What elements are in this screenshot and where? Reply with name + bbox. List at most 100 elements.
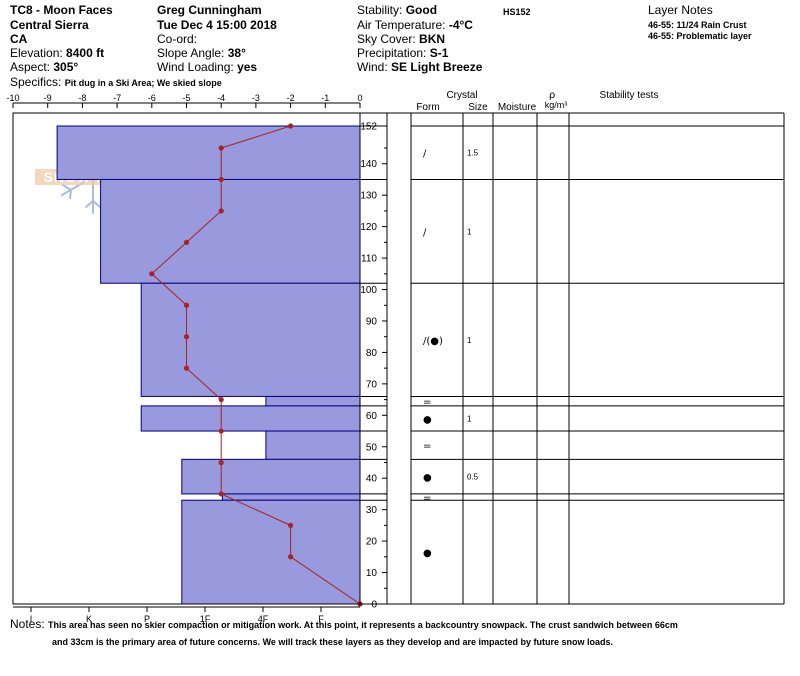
state-name: CA [10,32,28,46]
temperature-tick-label: -2 [287,93,295,103]
hardness-tick-label: P [144,614,150,624]
hardness-tick-label: 1F [200,614,211,624]
wind-loading-row: Wind Loading: yes [157,60,257,74]
hardness-layer-bar [181,458,361,495]
crystal-form-symbol: ● [423,548,432,559]
precip-label: Precipitation: [357,46,427,60]
layer-note-1: 46-55: 11/24 Rain Crust [648,20,747,30]
height-tick-label: 20 [366,537,378,548]
notes-line-2: and 33cm is the primary area of future c… [52,637,614,647]
crystal-size-value: 1 [467,336,472,345]
height-tick-label: 140 [360,159,377,170]
elevation-label: Elevation: [10,46,63,60]
stability-tests-header: Stability tests [600,90,659,101]
height-tick-label: 50 [366,442,378,453]
elevation-row: Elevation: 8400 ft [10,46,104,60]
air-temp-label: Air Temperature: [357,18,446,32]
height-tick-label: 110 [361,254,377,265]
coord-label: Co-ord: [157,32,198,46]
specifics-label: Specifics: [10,75,62,89]
hardness-layer-bar [265,395,361,407]
air-temp-value: -4°C [448,18,473,32]
temperature-line [151,125,361,605]
temperature-point [183,334,190,340]
hardness-tick-label: I [30,614,33,624]
crystal-size-value: 1 [467,414,472,423]
crystal-form-symbol: ● [423,473,432,484]
specifics-value: Pit dug in a Ski Area; We skied slope [64,78,222,88]
sky-row: Sky Cover: BKN [357,32,445,46]
height-tick-label: 0 [371,600,377,611]
temperature-point [183,302,190,308]
pit-title: TC8 - Moon Faces [10,3,113,17]
temperature-point [288,522,294,528]
stability-label: Stability: [357,3,403,17]
wind-loading-label: Wind Loading: [157,60,234,74]
temperature-tick-label: 0 [357,93,362,103]
wind-row: Wind: SE Light Breeze [357,60,482,74]
layer-note-2: 46-55: Problematic layer [648,31,752,41]
temperature-tick-label: -7 [113,93,121,103]
temperature-tick-label: -4 [217,93,225,103]
height-tick-label: 80 [366,348,378,359]
layer-notes-title: Layer Notes [648,3,713,17]
observer-name: Greg Cunningham [157,3,262,17]
sky-label: Sky Cover: [357,32,416,46]
aspect-value: 305° [53,60,79,74]
notes-block: Notes: This area has seen no skier compa… [10,616,795,650]
height-tick-label: 120 [360,222,377,233]
precip-value: S-1 [429,46,449,60]
aspect-row: Aspect: 305° [10,60,78,74]
observation-datetime: Tue Dec 4 15:00 2018 [157,18,277,32]
crystal-form-symbol: = [423,493,431,504]
hardness-layer-bar [56,125,361,180]
temperature-point [218,176,224,183]
temperature-point [218,208,224,214]
sky-value: BKN [419,32,446,46]
hardness-layer-bar [265,430,361,460]
height-tick-label: 130 [360,191,377,202]
crystal-form-symbol: = [423,397,431,408]
moisture-header: Moisture [498,102,537,113]
hardness-tick-label: K [86,614,92,624]
air-temp-row: Air Temperature: -4°C [357,18,473,32]
density-header: kg/m³ [545,100,568,110]
hardness-layer-bar [140,405,361,432]
elevation-value: 8400 ft [66,46,105,60]
stability-row: Stability: Good [357,3,437,17]
hardness-layer-bar [221,493,361,501]
crystal-size-value: 0.5 [467,473,479,482]
temperature-tick-label: -5 [182,93,190,103]
hardness-tick-label: 4F [258,614,269,624]
temperature-tick-label: -9 [44,93,52,103]
temperature-point [183,239,190,245]
height-tick-label: 40 [366,474,378,485]
temperature-point [183,365,190,371]
temperature-point [218,428,224,434]
hardness-layer-bar [140,282,361,397]
height-tick-label: 70 [366,379,378,390]
temperature-point [288,554,294,560]
crystal-size-value: 1.5 [467,149,479,158]
slope-value: 38° [227,46,246,60]
temperature-tick-label: -10 [6,93,19,103]
stability-value: Good [405,3,438,17]
height-tick-label: 90 [366,316,378,327]
wind-label: Wind: [357,60,388,74]
temperature-point [218,145,224,151]
form-header: Form [416,102,439,113]
crystal-size-value: 1 [467,227,472,236]
height-tick-label: 100 [360,285,377,296]
notes-label: Notes: [10,617,45,631]
crystal-header: Crystal [446,90,477,101]
notes-line-1: This area has seen no skier compaction o… [48,620,678,630]
precip-row: Precipitation: S-1 [357,46,448,60]
range-name: Central Sierra [10,18,89,32]
height-tick-label: 10 [366,568,378,579]
wind-loading-value: yes [237,60,258,74]
crystal-form-symbol: /(●) [423,336,443,347]
temperature-point [218,396,224,403]
temperature-tick-label: -3 [252,93,260,103]
height-tick-label: 30 [366,505,378,516]
